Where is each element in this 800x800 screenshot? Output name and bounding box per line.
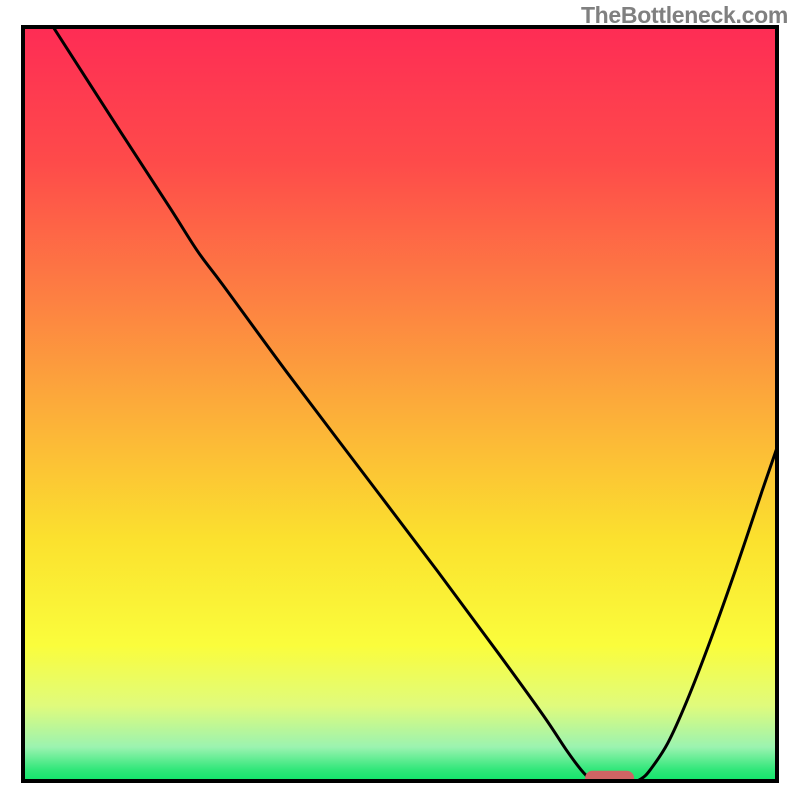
optimal-marker (586, 771, 634, 786)
chart-background (23, 27, 777, 781)
chart-container: TheBottleneck.com (0, 0, 800, 800)
watermark-text: TheBottleneck.com (581, 2, 788, 29)
bottleneck-chart (0, 0, 800, 800)
